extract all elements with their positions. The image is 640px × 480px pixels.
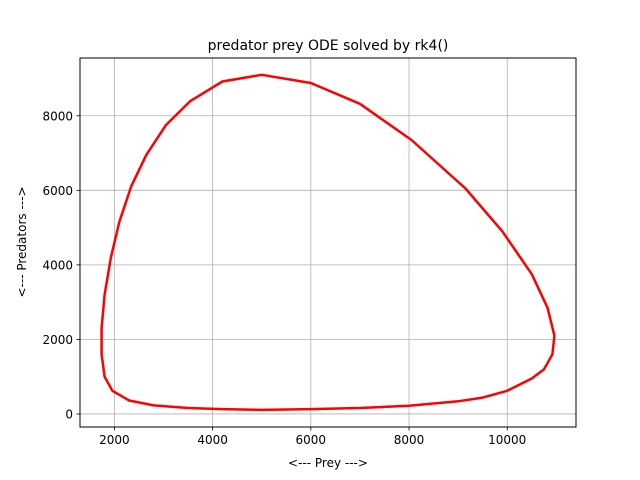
x-tick-label: 10000 [488,433,526,447]
x-tick-label: 4000 [197,433,228,447]
plot-area [80,58,576,427]
x-tick-label: 8000 [394,433,425,447]
x-tick-label: 6000 [296,433,327,447]
x-axis-ticks: 2000 4000 6000 8000 10000 [99,427,526,447]
grid-lines [80,58,576,427]
y-tick-label: 0 [65,407,73,421]
series-layer [100,73,556,412]
x-axis-label: <--- Prey ---> [288,456,368,470]
y-tick-label: 4000 [42,258,73,272]
series-line [100,73,556,412]
y-axis-ticks: 0 2000 4000 6000 8000 [42,109,80,421]
chart-title: predator prey ODE solved by rk4() [208,38,449,54]
y-axis-label: <--- Predators ---> [15,187,29,298]
y-tick-label: 2000 [42,333,73,347]
y-tick-label: 6000 [42,184,73,198]
y-tick-label: 8000 [42,109,73,123]
x-tick-label: 2000 [99,433,130,447]
plot-frame [79,57,577,428]
